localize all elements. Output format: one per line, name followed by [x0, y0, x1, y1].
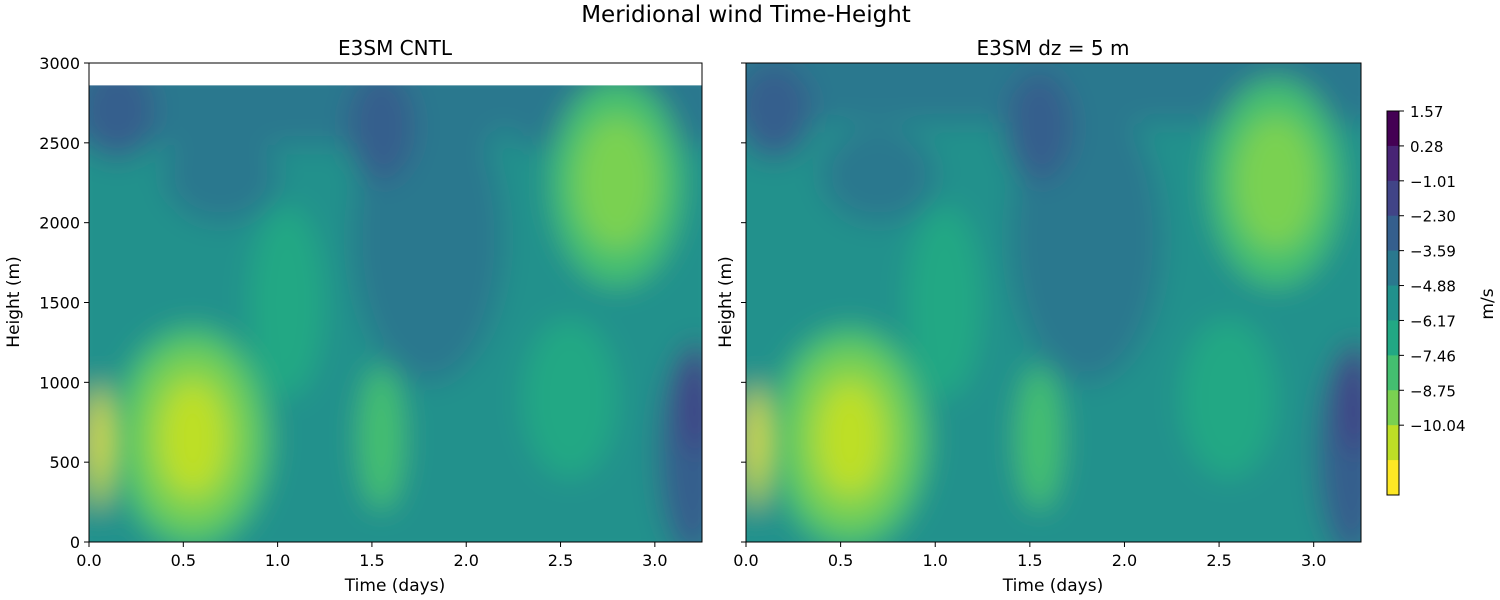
contour-region — [906, 206, 983, 399]
contour-region — [749, 398, 762, 479]
colorbar-tick-label: −8.75 — [1410, 382, 1456, 400]
x-tick-label: 2.5 — [1206, 551, 1231, 570]
contour-region — [1181, 318, 1276, 479]
contour-region — [522, 318, 618, 479]
x-axis-ticks: 0.0 0.5 1.0 1.5 2.0 2.5 3.0 — [733, 542, 1326, 570]
contour-region — [1016, 366, 1063, 511]
colorbar-band — [1387, 390, 1399, 426]
x-tick-label: 1.0 — [265, 551, 290, 570]
colorbar-band — [1387, 250, 1399, 287]
y-tick-label: 1000 — [39, 373, 80, 392]
colorbar-band — [1387, 460, 1399, 496]
panel-title: E3SM dz = 5 m — [977, 36, 1130, 60]
colorbar-band — [1387, 145, 1399, 182]
x-tick-label: 1.5 — [359, 551, 384, 570]
colorbar-band — [1387, 111, 1399, 147]
panel-title: E3SM CNTL — [338, 36, 453, 60]
colorbar-tick-label: −2.30 — [1410, 208, 1456, 226]
contour-region — [816, 380, 885, 496]
contour-region — [575, 115, 659, 250]
contour-region — [164, 126, 278, 223]
y-axis-label: Height (m) — [716, 256, 736, 347]
colorbar-frame — [1386, 110, 1400, 496]
x-tick-label: 2.0 — [1112, 551, 1137, 570]
y-axis-label: Height (m) — [4, 256, 24, 347]
contour-field — [89, 85, 702, 542]
contour-region — [1336, 342, 1361, 455]
contour-region — [158, 380, 227, 496]
y-tick-label: 500 — [49, 453, 80, 472]
x-tick-label: 0.0 — [733, 551, 758, 570]
y-tick-label: 0 — [70, 533, 80, 552]
x-tick-label: 0.0 — [76, 551, 101, 570]
colorbar-tick-label: −6.17 — [1410, 312, 1456, 330]
colorbar: 1.57 0.28 −1.01 −2.30 −3.59 −4.88 −6.17 −7.46 −8… — [1386, 103, 1498, 496]
colorbar-band — [1387, 285, 1399, 321]
y-tick-label: 3000 — [39, 54, 80, 73]
x-axis-label: Time (days) — [1002, 576, 1103, 596]
colorbar-tick-label: −7.46 — [1410, 347, 1456, 365]
colorbar-band — [1387, 215, 1399, 252]
colorbar-tick-label: −4.88 — [1410, 278, 1456, 296]
x-tick-label: 2.5 — [548, 551, 573, 570]
colorbar-tick-label: −10.04 — [1410, 417, 1466, 435]
x-axis-ticks: 0.0 0.5 1.0 1.5 2.0 2.5 3.0 — [76, 542, 668, 570]
contour-region — [1005, 70, 1074, 183]
x-tick-label: 0.5 — [828, 551, 853, 570]
colorbar-band — [1387, 355, 1399, 391]
colorbar-band — [1387, 425, 1399, 461]
contour-region — [677, 342, 702, 455]
figure-suptitle: Meridional wind Time-Height — [581, 2, 911, 28]
panel-dz5: E3SM dz = 5 m 0.0 0.5 1.0 1.5 2.0 2.5 3.0 Time… — [716, 36, 1362, 596]
contour-region — [358, 366, 404, 511]
x-tick-label: 2.0 — [454, 551, 479, 570]
colorbar-label: m/s — [1478, 288, 1498, 319]
contour-region — [821, 126, 936, 223]
x-axis-label: Time (days) — [344, 576, 445, 596]
colorbar-tick-label: −1.01 — [1410, 173, 1456, 191]
x-tick-label: 0.5 — [171, 551, 196, 570]
contour-field — [746, 63, 1361, 542]
y-tick-label: 1500 — [39, 294, 80, 313]
panel-cntl: E3SM CNTL 0.0 0.5 1.0 1.5 2.0 2.5 3.0 0 500 1000… — [4, 36, 703, 596]
y-axis-ticks — [741, 62, 746, 543]
colorbar-tick-label: −3.59 — [1410, 243, 1456, 261]
y-tick-label: 2500 — [39, 134, 80, 153]
colorbar-tick-label: 0.28 — [1410, 138, 1443, 156]
y-tick-label: 2000 — [39, 214, 80, 233]
x-tick-label: 1.0 — [923, 551, 948, 570]
y-axis-ticks: 0 500 1000 1500 2000 2500 3000 — [39, 54, 89, 552]
contour-region — [1234, 115, 1318, 250]
x-tick-label: 3.0 — [642, 551, 667, 570]
x-tick-label: 1.5 — [1017, 551, 1042, 570]
x-tick-label: 3.0 — [1301, 551, 1326, 570]
colorbar-tick-label: 1.57 — [1410, 103, 1443, 121]
contour-region — [89, 85, 156, 159]
colorbar-band — [1387, 320, 1399, 356]
contour-region — [249, 206, 325, 399]
contour-region — [92, 398, 105, 479]
contour-region — [746, 63, 813, 159]
contour-region — [347, 85, 416, 183]
colorbar-band — [1387, 180, 1399, 217]
